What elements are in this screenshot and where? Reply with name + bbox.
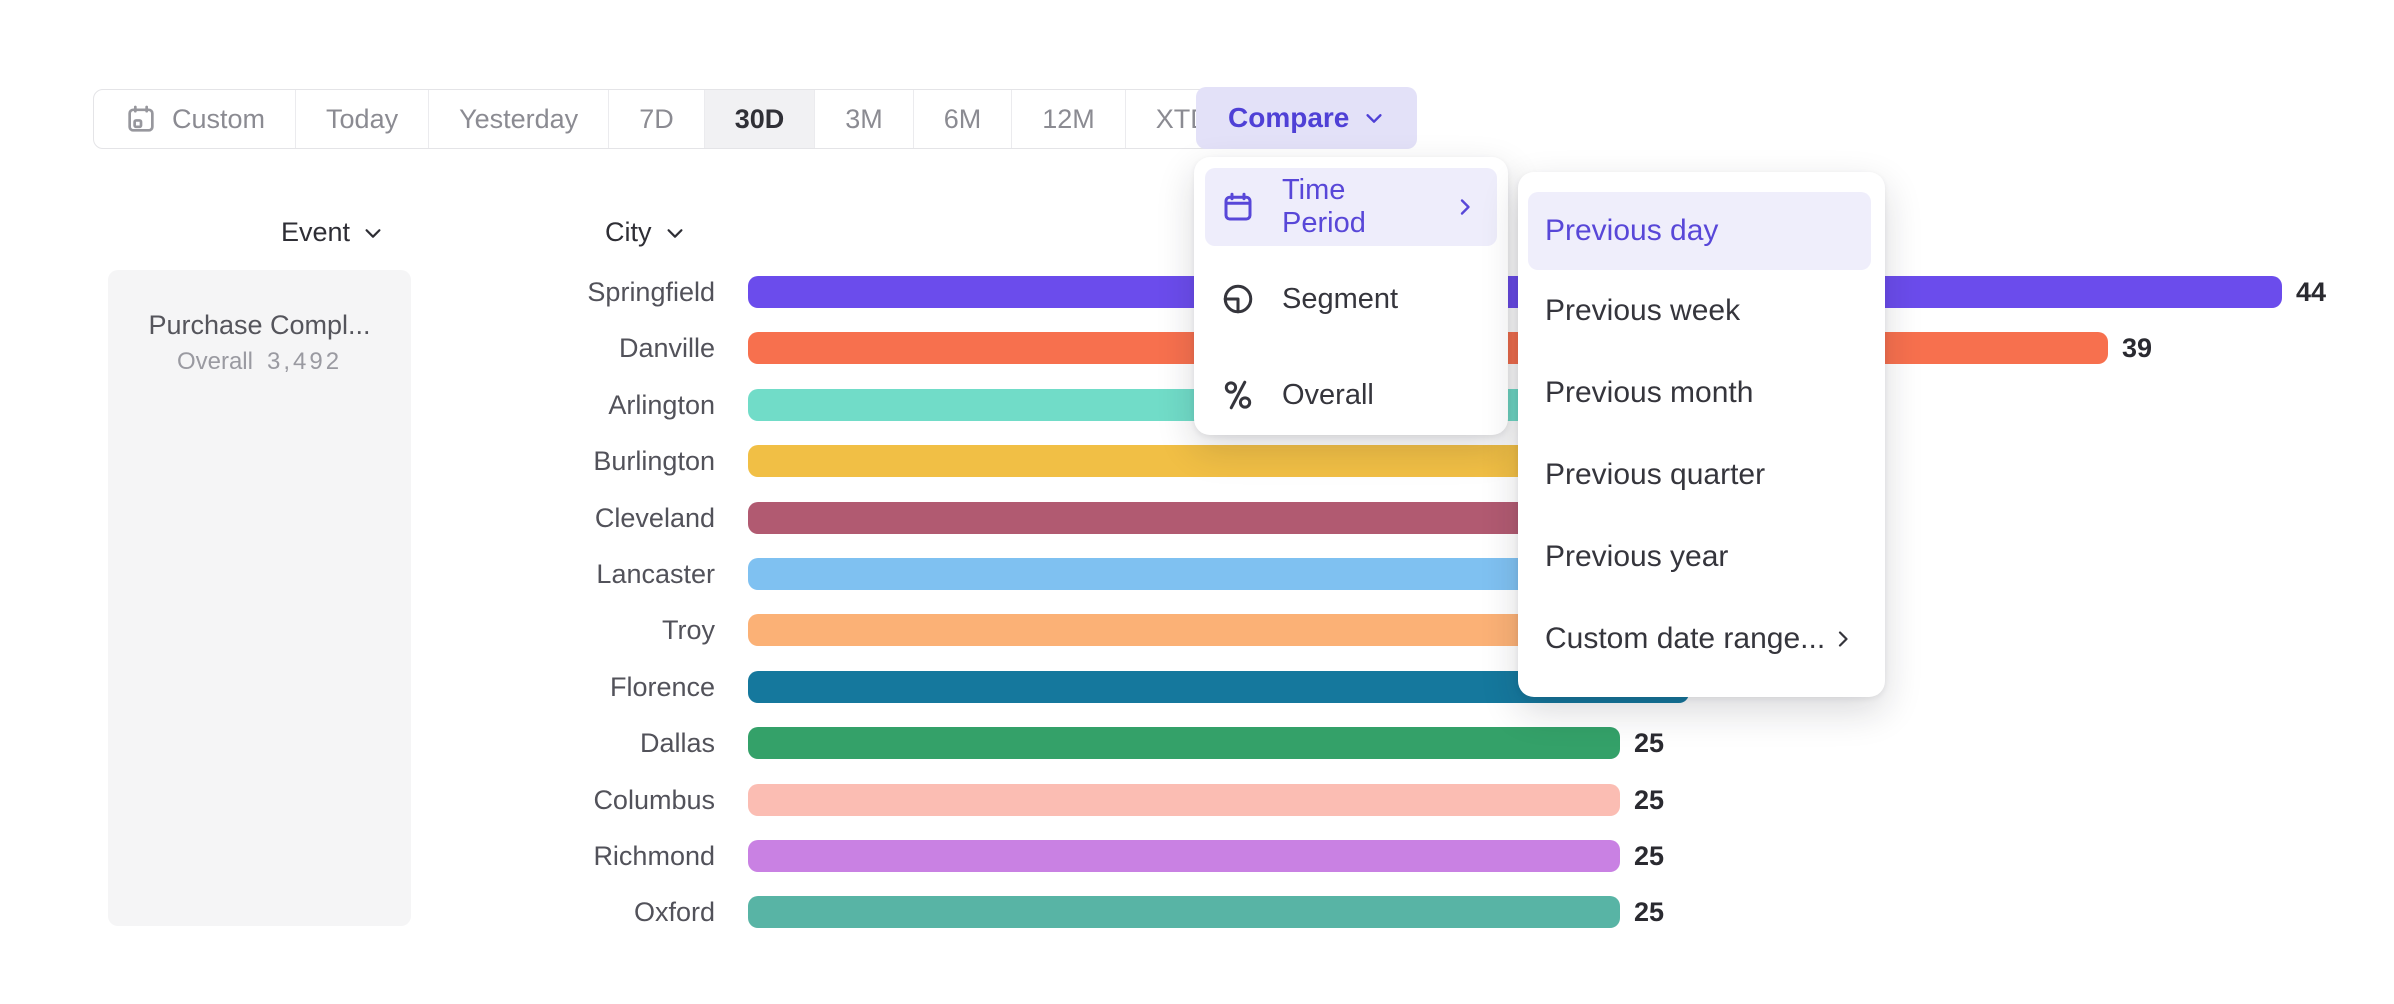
bar-dallas[interactable] xyxy=(748,727,1620,759)
time-period-option-previous-year[interactable]: Previous year xyxy=(1528,516,1871,598)
time-period-option-previous-month[interactable]: Previous month xyxy=(1528,352,1871,434)
bar-springfield[interactable] xyxy=(748,276,2282,308)
city-label: Cleveland xyxy=(594,503,715,533)
compare-menu-item-time-period[interactable]: Time Period xyxy=(1205,168,1497,246)
range-button-label: 6M xyxy=(943,103,982,134)
city-label: Lancaster xyxy=(596,559,715,589)
range-button-custom[interactable]: Custom xyxy=(94,90,295,148)
percent-icon xyxy=(1224,380,1252,410)
bar-columbus[interactable] xyxy=(748,784,1620,816)
menu-item-label: Previous year xyxy=(1545,540,1729,573)
overall-label: Overall xyxy=(176,348,253,375)
city-label: Troy xyxy=(662,615,715,645)
menu-item-label: Time Period xyxy=(1282,174,1366,239)
range-button-label: 30D xyxy=(734,103,785,134)
overall-value: 3,492 xyxy=(266,348,343,375)
compare-menu: Time Period Segment Overall xyxy=(1194,157,1508,435)
bar-value-label: 25 xyxy=(1634,728,1665,758)
menu-item-label: Segment xyxy=(1282,282,1399,315)
city-label: Arlington xyxy=(608,390,715,420)
city-label: Columbus xyxy=(593,785,715,815)
chevron-down-icon xyxy=(1366,114,1382,123)
time-period-option-previous-week[interactable]: Previous week xyxy=(1528,270,1871,352)
menu-item-label: Previous day xyxy=(1545,214,1719,247)
chevron-down-icon xyxy=(666,228,683,238)
bar-richmond[interactable] xyxy=(748,840,1620,872)
compare-menu-item-segment[interactable]: Segment xyxy=(1205,256,1497,342)
bar-value-label: 39 xyxy=(2122,333,2153,363)
range-button-label: 12M xyxy=(1042,103,1095,134)
compare-button-label: Compare xyxy=(1228,102,1350,133)
city-label: Oxford xyxy=(633,897,715,927)
bar-value-label: 25 xyxy=(1634,897,1665,927)
city-label: Burlington xyxy=(593,446,715,476)
bar-value-label: 25 xyxy=(1634,841,1665,871)
menu-item-label: Overall xyxy=(1282,378,1374,411)
event-column-header-label: Event xyxy=(281,217,351,247)
city-label: Florence xyxy=(609,672,715,702)
time-period-submenu: Previous day Previous week Previous mont… xyxy=(1518,172,1885,697)
date-range-toolbar: Custom Today Yesterday 7D 30D 3M 6M 12M … xyxy=(93,89,1275,149)
range-button-7d[interactable]: 7D xyxy=(608,90,704,148)
bar-value-label: 25 xyxy=(1634,785,1665,815)
chevron-right-icon xyxy=(1460,199,1470,215)
menu-item-label: Previous week xyxy=(1545,294,1741,327)
range-button-label: Yesterday xyxy=(459,103,579,134)
bar-value-label: 44 xyxy=(2296,277,2327,307)
time-period-option-previous-quarter[interactable]: Previous quarter xyxy=(1528,434,1871,516)
city-label: Danville xyxy=(618,333,715,363)
bar-oxford[interactable] xyxy=(748,896,1620,928)
city-label: Dallas xyxy=(639,728,715,758)
chevron-right-icon xyxy=(1838,631,1848,647)
range-button-6m[interactable]: 6M xyxy=(912,90,1012,148)
range-button-label: Custom xyxy=(172,103,266,134)
city-label: Richmond xyxy=(593,841,715,871)
city-label: Springfield xyxy=(587,277,715,307)
compare-menu-item-overall[interactable]: Overall xyxy=(1205,352,1497,438)
event-name: Purchase Compl... xyxy=(148,310,371,340)
event-column-header[interactable]: Event xyxy=(281,217,384,248)
event-card[interactable]: Purchase Compl... Overall 3,492 xyxy=(108,270,411,926)
city-column-header[interactable]: City xyxy=(605,217,686,248)
range-button-12m[interactable]: 12M xyxy=(1011,90,1125,148)
range-button-30d[interactable]: 30D xyxy=(703,90,815,148)
menu-item-label: Previous quarter xyxy=(1545,458,1766,491)
city-column-header-label: City xyxy=(605,217,652,247)
range-button-label: 3M xyxy=(845,103,883,134)
menu-item-label: Previous month xyxy=(1545,376,1754,409)
compare-button[interactable]: Compare xyxy=(1196,87,1418,149)
segment-icon xyxy=(1223,284,1253,314)
range-button-yesterday[interactable]: Yesterday xyxy=(428,90,608,148)
time-period-option-custom-date-range-[interactable]: Custom date range... xyxy=(1528,598,1871,680)
range-button-3m[interactable]: 3M xyxy=(814,90,913,148)
range-button-today[interactable]: Today xyxy=(295,90,428,148)
chevron-down-icon xyxy=(365,228,381,238)
time-period-option-previous-day[interactable]: Previous day xyxy=(1528,192,1871,270)
calendar-icon xyxy=(1224,192,1252,221)
calendar-icon xyxy=(128,105,154,132)
range-button-label: Today xyxy=(326,103,399,134)
range-button-label: 7D xyxy=(639,103,674,134)
event-overall-row: Overall 3,492 xyxy=(108,348,411,376)
menu-item-label: Custom date range... xyxy=(1545,622,1826,655)
